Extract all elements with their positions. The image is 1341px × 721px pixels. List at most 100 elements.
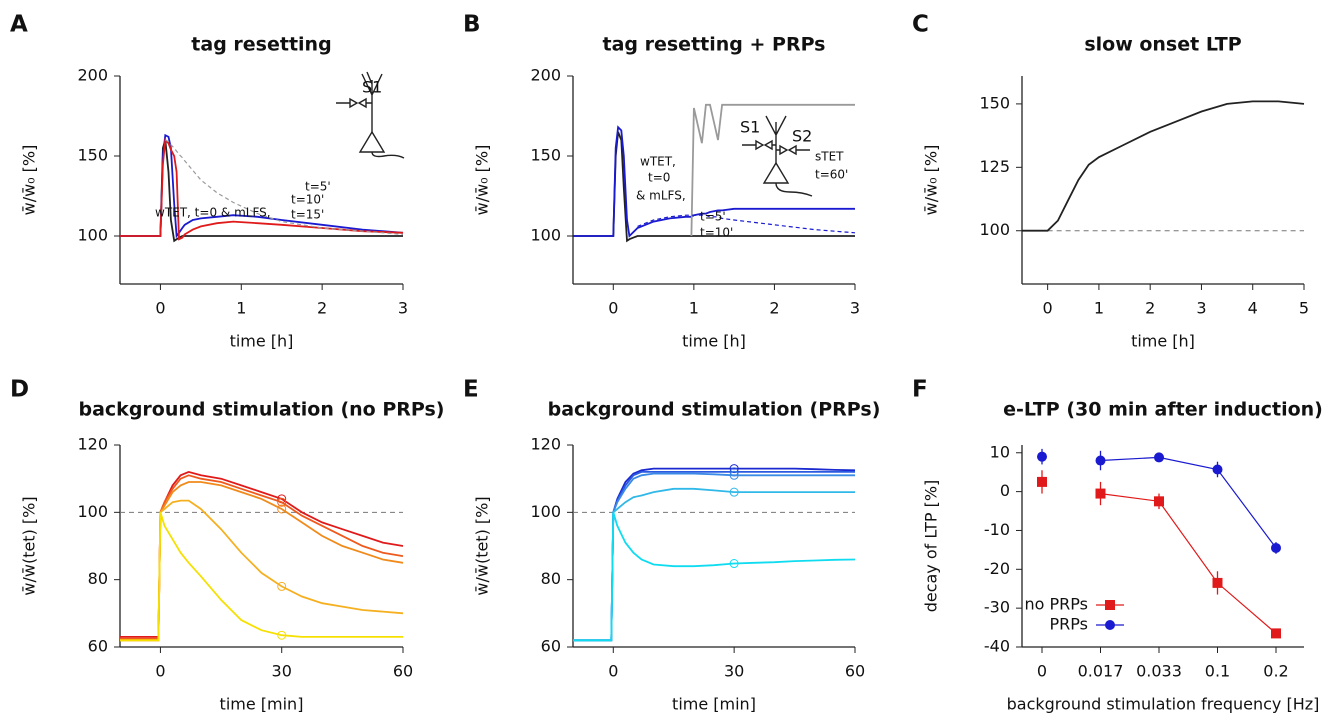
panel-label: D — [10, 377, 29, 403]
x-tick-label: 1 — [236, 299, 246, 318]
series-line — [120, 474, 404, 640]
x-tick-label: 60 — [393, 662, 413, 681]
y-tick-label: 100 — [77, 502, 108, 521]
series-line — [573, 467, 856, 642]
y-tick-label: 120 — [77, 435, 108, 454]
x-tick-label: 0 — [155, 299, 165, 318]
y-tick-label: 100 — [77, 226, 108, 245]
x-tick-label: 0 — [1043, 299, 1053, 318]
data-point — [1095, 488, 1106, 499]
legend-label: PRPs — [1050, 615, 1088, 634]
series-line — [165, 139, 404, 235]
x-tick-label: 5 — [1299, 299, 1309, 318]
x-tick-label: 0 — [608, 662, 618, 681]
series-line — [1100, 493, 1277, 634]
point-marker — [277, 497, 287, 507]
annotation: wTET, t=0 & mLFS, — [155, 206, 271, 220]
panel-label: A — [10, 12, 28, 38]
y-tick-label: 100 — [979, 220, 1010, 239]
x-tick-label: 0.2 — [1263, 662, 1288, 681]
point-marker — [729, 559, 739, 569]
y-tick-label: 120 — [530, 435, 561, 454]
data-point — [1271, 542, 1281, 553]
x-tick-label: 3 — [398, 299, 408, 318]
annotation: t=15' — [291, 208, 324, 222]
y-axis-label: w̄/w̄(tet) [%] — [473, 496, 492, 595]
annotation: sTET — [815, 150, 844, 164]
x-tick-label: 1 — [1094, 299, 1104, 318]
series-line — [1022, 100, 1305, 232]
x-tick-label: 3 — [850, 299, 860, 318]
point-marker — [277, 504, 287, 514]
data-point — [1212, 577, 1223, 588]
data-point — [1037, 476, 1047, 487]
y-tick-label: 200 — [530, 66, 561, 85]
chart-title: background stimulation (no PRPs) — [79, 399, 445, 421]
data-point — [1212, 464, 1223, 475]
y-tick-label: -40 — [984, 637, 1010, 656]
neuron-schematic-a — [336, 71, 405, 159]
legend-label: no PRPs — [1025, 595, 1088, 614]
series-line — [1100, 456, 1277, 549]
data-point — [1095, 455, 1106, 466]
panel: Fe-LTP (30 min after induction) backgroun… — [912, 377, 1323, 714]
y-axis-label: w̄/w̄₀ [%] — [922, 145, 941, 216]
series-line — [573, 512, 856, 642]
series-line — [573, 131, 855, 243]
x-tick-label: 2 — [1145, 299, 1155, 318]
x-tick-label: 0.033 — [1136, 662, 1182, 681]
y-tick-label: 60 — [541, 637, 561, 656]
data-point — [1154, 452, 1164, 463]
x-tick-label: 1 — [689, 299, 699, 318]
x-axis-label: time [h] — [1131, 332, 1195, 351]
series-line — [573, 125, 855, 238]
annotation: t=0 — [648, 171, 670, 185]
chart-title: tag resetting — [191, 34, 331, 56]
y-tick-label: 100 — [530, 226, 561, 245]
y-tick-label: 0 — [1000, 481, 1010, 500]
neuron-schematic-b — [742, 115, 813, 197]
y-tick-label: 150 — [77, 146, 108, 165]
x-tick-label: 60 — [845, 662, 865, 681]
y-tick-label: 100 — [530, 502, 561, 521]
chart-title: slow onset LTP — [1084, 34, 1241, 56]
series-line — [573, 471, 855, 642]
chart-title: tag resetting + PRPs — [603, 34, 826, 56]
panel-label: B — [463, 12, 481, 38]
annotation: t=10' — [291, 193, 324, 207]
point-marker — [277, 581, 287, 591]
y-tick-label: -10 — [984, 520, 1010, 539]
annotation: S1 — [362, 78, 382, 97]
series-line — [120, 512, 403, 642]
series-line — [637, 214, 856, 234]
y-tick-label: -30 — [984, 598, 1010, 617]
series-line — [573, 472, 855, 642]
chart-title: e-LTP (30 min after induction) — [1003, 399, 1323, 421]
x-axis-label: time [h] — [230, 332, 294, 351]
series-line — [120, 499, 404, 642]
y-tick-label: 60 — [88, 637, 108, 656]
series-line — [573, 487, 855, 642]
x-tick-label: 0 — [1037, 662, 1047, 681]
panel-label: C — [912, 12, 929, 38]
x-axis-label: background stimulation frequency [Hz] — [1007, 695, 1320, 714]
x-axis-label: time [min] — [672, 695, 756, 714]
x-tick-label: 4 — [1248, 299, 1258, 318]
point-marker — [729, 470, 739, 480]
x-axis-label: time [h] — [682, 332, 746, 351]
y-tick-label: 80 — [541, 569, 561, 588]
annotation: t=5' — [700, 210, 726, 224]
legend-swatch — [1105, 600, 1115, 610]
y-tick-label: 10 — [990, 442, 1010, 461]
x-tick-label: 0.1 — [1205, 662, 1230, 681]
data-point — [1037, 451, 1047, 462]
legend-swatch — [1105, 620, 1115, 630]
y-axis-label: decay of LTP [%] — [922, 480, 941, 613]
x-tick-label: 0 — [155, 662, 165, 681]
y-tick-label: 125 — [979, 157, 1010, 176]
